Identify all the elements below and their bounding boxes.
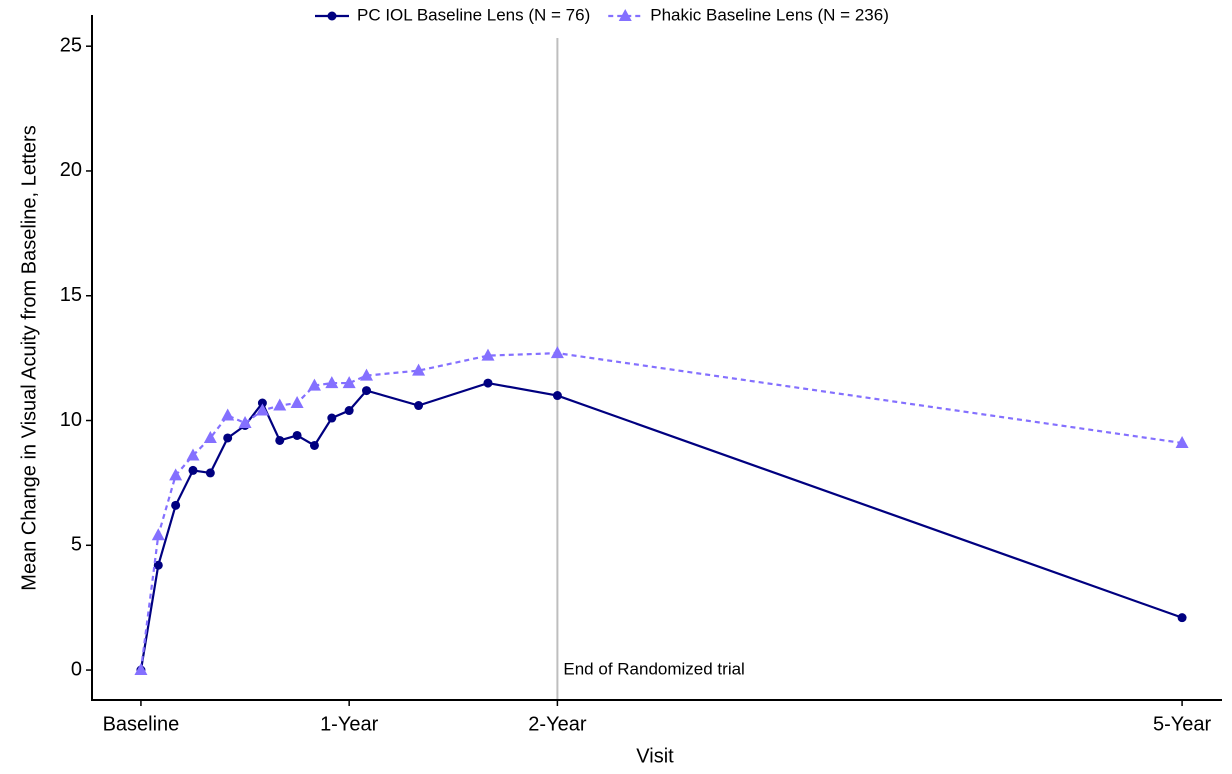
point — [362, 386, 372, 396]
point — [275, 435, 285, 445]
point — [223, 433, 233, 443]
point — [325, 376, 339, 389]
point — [238, 416, 252, 429]
series-line — [139, 381, 1183, 671]
point — [481, 348, 495, 361]
legend-marker — [618, 9, 632, 21]
y-tick-label: 5 — [71, 534, 82, 556]
point — [344, 406, 354, 416]
point — [550, 346, 564, 359]
point — [414, 401, 424, 411]
point — [134, 663, 148, 676]
point — [309, 440, 319, 450]
legend-marker — [327, 11, 337, 21]
point — [412, 363, 426, 376]
point — [186, 448, 200, 461]
point — [327, 413, 337, 423]
point — [151, 528, 165, 541]
y-tick-label: 15 — [60, 284, 82, 306]
point — [552, 391, 562, 401]
x-tick-label: Baseline — [103, 713, 180, 735]
point — [292, 430, 302, 440]
x-tick-label: 1-Year — [320, 713, 379, 735]
x-tick-label: 5-Year — [1153, 713, 1212, 735]
point — [203, 430, 217, 443]
x-tick-label: 2-Year — [528, 713, 587, 735]
y-tick-label: 0 — [71, 658, 82, 680]
legend-label: PC IOL Baseline Lens (N = 76) — [357, 5, 590, 24]
point — [1175, 435, 1189, 448]
y-tick-label: 20 — [60, 159, 82, 181]
legend-label: Phakic Baseline Lens (N = 236) — [650, 5, 889, 24]
x-axis-title: Visit — [636, 745, 674, 767]
point — [1177, 613, 1187, 623]
y-tick-label: 10 — [60, 409, 82, 431]
point — [169, 468, 183, 481]
annotation: End of Randomized trial — [563, 659, 744, 678]
point — [483, 378, 493, 388]
point — [360, 368, 374, 381]
point — [255, 403, 269, 416]
point — [257, 398, 267, 408]
point — [153, 560, 163, 570]
point — [342, 376, 356, 389]
y-tick-label: 25 — [60, 34, 82, 56]
point — [221, 408, 235, 421]
point — [290, 396, 304, 409]
point — [205, 468, 215, 478]
point — [188, 465, 198, 475]
point — [273, 398, 287, 411]
point — [171, 500, 181, 510]
y-axis-title: Mean Change in Visual Acuity from Baseli… — [18, 125, 40, 590]
point — [307, 378, 321, 391]
